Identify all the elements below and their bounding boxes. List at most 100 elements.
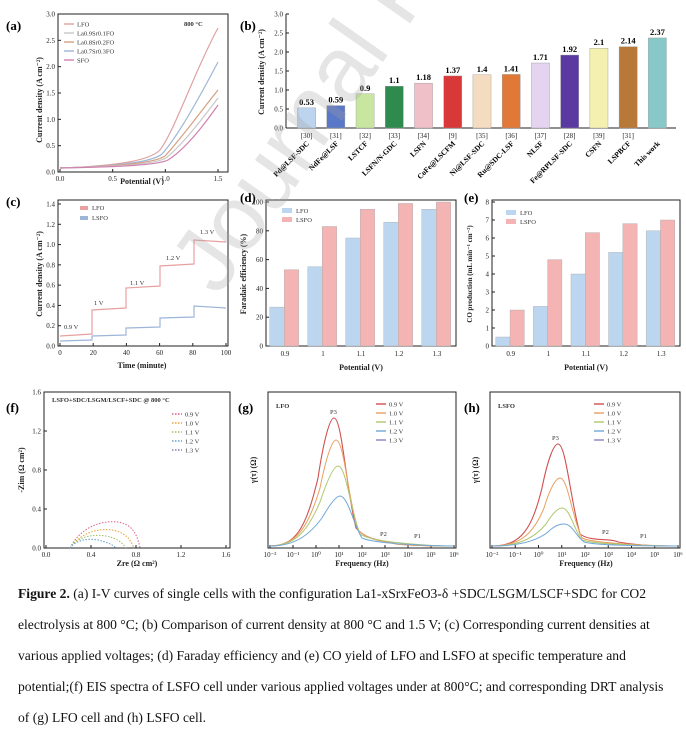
panel-b-ytick: 0.0 xyxy=(274,125,283,133)
co-production-chart: (e) 0 1 2 3 4 5 6 7 8 0.9 1 1.1 1.2 1.3 LFO LSFO Pot… xyxy=(464,190,681,372)
d-bars-lfo-bar xyxy=(421,209,437,347)
e-bars-ytick: 4 xyxy=(486,271,490,279)
bar-category-label: This work xyxy=(632,138,662,168)
panel-g-peak-p1: P1 xyxy=(414,533,421,540)
bar-value-label: 2.1 xyxy=(594,37,605,47)
drt-lsfo-chart: (h) LSFO 10⁻² 10⁻¹ 10⁰ 10¹ 10² 10³ 10⁴ 10⁵ 10⁶ 0.… xyxy=(464,391,683,568)
panel-e-legend-lsfo: LSFO xyxy=(520,219,536,226)
panel-h-xtick: 10⁴ xyxy=(627,551,637,559)
bar-value-label: 1.92 xyxy=(562,44,577,54)
bar-csfn xyxy=(589,48,609,129)
panel-g-label: (g) xyxy=(238,400,253,415)
panel-f-legend-item: 1.0 V xyxy=(185,421,200,428)
d-bars-lsfo-bar xyxy=(360,209,375,347)
drt-lfo-chart: (g) LFO 10⁻² 10⁻¹ 10⁰ 10¹ 10² 10³ 10⁴ 10⁵ 10⁶ 0.9… xyxy=(238,391,459,568)
d-bars-ytick: 60 xyxy=(256,256,264,264)
panel-g-legend-item: 1.1 V xyxy=(389,420,404,427)
panel-f-xtick: 0.0 xyxy=(42,551,51,559)
panel-g-xtick: 10² xyxy=(357,551,366,559)
panel-a-ytick: 0.0 xyxy=(46,169,55,177)
panel-c-xtick: 60 xyxy=(156,349,164,357)
panel-h-xtick: 10² xyxy=(580,551,589,559)
d-bars-ytick: 80 xyxy=(256,227,264,235)
panel-h-xtick: 10¹ xyxy=(557,551,566,559)
panel-a-legend-item: La0.9Sr0.1FO xyxy=(77,31,115,38)
panel-d-label: (d) xyxy=(240,190,256,205)
bar-category-label: LSTCF xyxy=(346,139,370,163)
panel-h-xtick: 10⁻¹ xyxy=(509,551,522,559)
panel-a-ytick: 3.0 xyxy=(46,11,55,19)
panel-a-ytick: 1.0 xyxy=(46,116,55,124)
bar-value-label: 0.9 xyxy=(360,83,371,93)
bar-cofe-lscfm xyxy=(443,75,463,129)
panel-c-legend-lsfo: LSFO xyxy=(92,215,108,222)
panel-f-ytick: 0.0 xyxy=(32,545,41,553)
panel-f-xtick: 0.8 xyxy=(132,551,141,559)
panel-g-xtick: 10¹ xyxy=(334,551,343,559)
d-bars-lfo-bar xyxy=(269,306,285,347)
panel-f-ylabel: -Zim (Ω cm²) xyxy=(17,447,26,493)
step-label-10: 1 V xyxy=(94,300,104,307)
step-label-13: 1.3 V xyxy=(200,229,215,236)
panel-c-label: (c) xyxy=(6,194,20,209)
panel-h-xtick: 10⁻² xyxy=(486,551,499,559)
panel-g-xtick: 10⁻¹ xyxy=(287,551,300,559)
panel-f-ytick: 0.8 xyxy=(32,467,41,475)
e-bars-lsfo-bar xyxy=(660,219,675,347)
panel-g-xtick: 10⁰ xyxy=(311,551,321,559)
panel-b-ylabel: Current density (A cm⁻²) xyxy=(257,29,266,115)
panel-c-ytick: 1.4 xyxy=(46,201,55,209)
panel-f: (f) LSFO+SDC/LSGM/LSCF+SDC @ 800 °C 0.0 0… xyxy=(0,378,235,569)
current-density-comparison-chart: (b) 0.0 0.5 1.0 1.5 2.0 2.5 3.0 0.53 [30]Pd@LSF… xyxy=(240,11,676,185)
d-bars-lfo-bar xyxy=(307,266,323,347)
bar-ref-label: [34] xyxy=(418,132,430,140)
panel-g-ylabel: γ(τ) (Ω) xyxy=(249,456,258,484)
panel-h-peak-p2: P2 xyxy=(602,529,609,536)
bar-lstcf xyxy=(355,93,375,129)
chrono-lsfo-curve xyxy=(59,305,227,342)
panel-a-xtick: 1.0 xyxy=(161,175,170,183)
panel-g-legend-item: 1.3 V xyxy=(389,438,404,445)
iv-curve-chart: (a) 800 °C 0.0 0.5 1.0 1.5 2.0 2.5 3.0 0.0 0.5 1.… xyxy=(6,11,229,186)
d-bars-lsfo-bar xyxy=(398,203,413,347)
bar-value-label: 2.14 xyxy=(621,36,637,46)
e-bars-ytick: 3 xyxy=(486,289,490,297)
d-bars-xtick: 1 xyxy=(321,350,325,358)
e-bars-xtick: 0.9 xyxy=(506,350,515,358)
panel-f-legend-item: 0.9 V xyxy=(185,412,200,419)
panel-e-ylabel: CO production (mL min⁻¹ cm⁻²) xyxy=(466,225,474,323)
e-bars-lfo-bar xyxy=(495,336,511,347)
panel-a-ytick: 2.0 xyxy=(46,63,55,71)
panel-h-xtick: 10⁶ xyxy=(673,551,683,559)
d-bars-ytick: 40 xyxy=(256,285,264,293)
panel-c-xtick: 0 xyxy=(58,349,62,357)
panel-f-ytick: 1.6 xyxy=(32,389,41,397)
chrono-lfo-curve xyxy=(59,239,227,337)
panel-h-legend-item: 1.3 V xyxy=(607,438,622,445)
d-bars-lfo-bar xyxy=(383,221,399,347)
bar-value-label: 1.1 xyxy=(389,75,400,85)
chronoamperometry-chart: (c) 0.0 0.2 0.4 0.6 0.8 1.0 1.2 1.4 0 20 40 60 80 100… xyxy=(6,194,232,370)
panel-g-xtick: 10⁴ xyxy=(403,551,413,559)
e-bars-ytick: 1 xyxy=(486,325,490,333)
panel-h-title: LSFO xyxy=(498,403,515,410)
d-bars-ytick: 0 xyxy=(260,343,264,351)
eis-nyquist-chart: (f) LSFO+SDC/LSGM/LSCF+SDC @ 800 °C 0.00… xyxy=(6,389,231,569)
panel-a-ylabel: Current density (A cm⁻²) xyxy=(35,57,44,143)
e-bars-ytick: 0 xyxy=(486,343,490,351)
panel-b-ytick: 1.5 xyxy=(274,68,283,76)
panel-a-label: (a) xyxy=(6,18,21,33)
panel-d: (d) 0 20 40 60 80 100 0.9 1 1.1 1.2 1.3 LFO LSFO … xyxy=(236,188,461,373)
e-bars-lsfo-bar xyxy=(622,223,638,347)
e-bars-lfo-bar xyxy=(608,252,624,347)
d-bars-lfo-bar xyxy=(345,237,361,347)
bar-nlsf xyxy=(531,62,550,129)
bar-category-label: Pd@LSF-SDC xyxy=(271,139,311,179)
bar-pd-lsf-sdc xyxy=(297,107,316,129)
panel-c-ytick: 0.0 xyxy=(46,343,55,351)
bar-lsfn xyxy=(414,82,433,129)
panel-g-title: LFO xyxy=(276,403,289,410)
panel-h-xlabel: Frequency (Hz) xyxy=(559,559,613,568)
e-bars-ytick: 5 xyxy=(486,253,490,261)
panel-f-legend-item: 1.1 V xyxy=(185,430,200,437)
